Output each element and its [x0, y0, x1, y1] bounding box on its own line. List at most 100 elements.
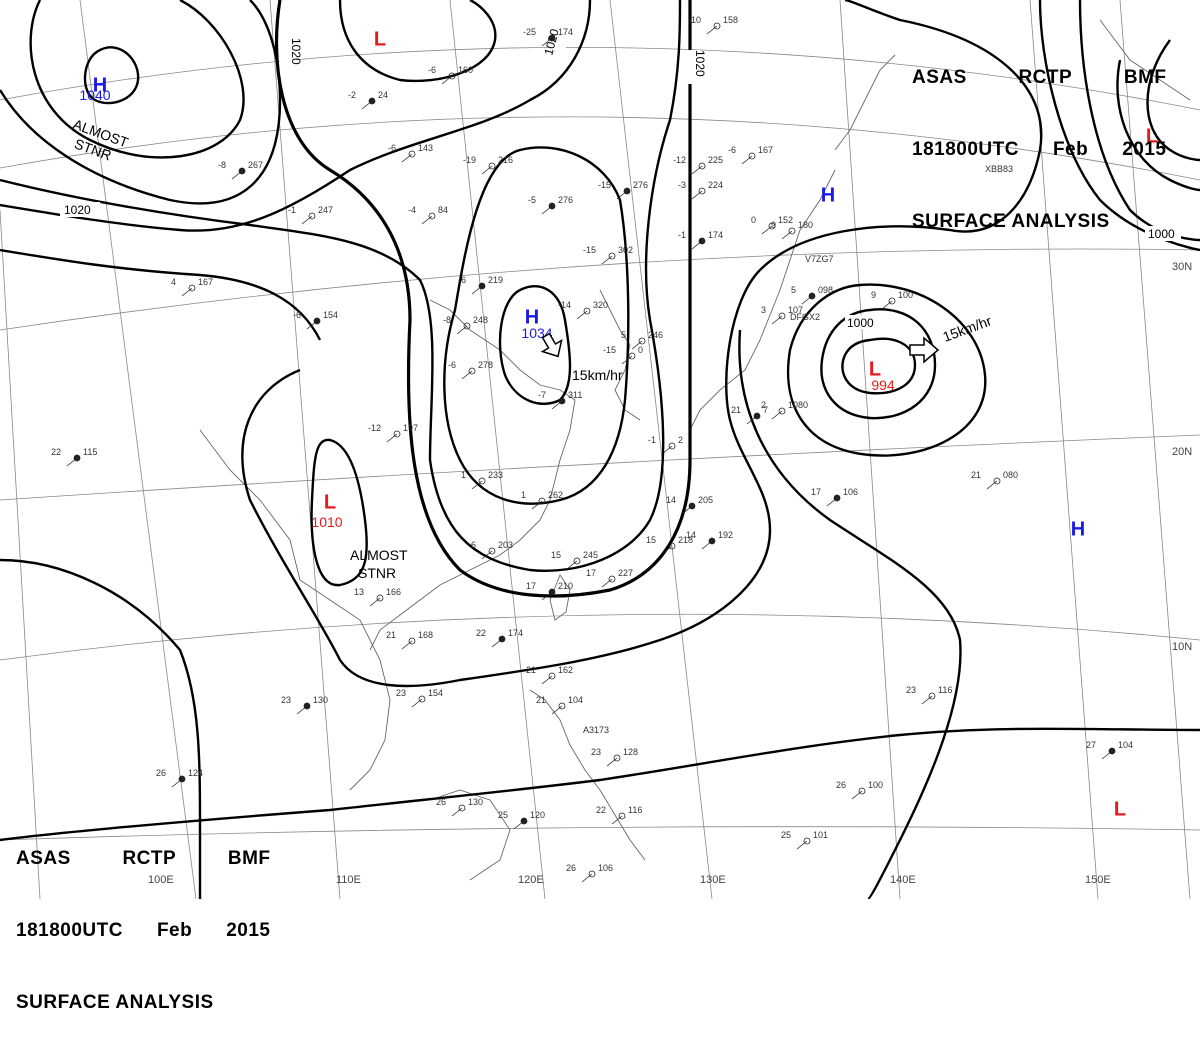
station-pressure: 210 — [558, 581, 573, 591]
agency-code: BMF — [1124, 66, 1167, 90]
low-pressure-center: L — [1114, 798, 1126, 820]
station-pressure: 130 — [468, 797, 483, 807]
station-temperature: 5 — [791, 285, 796, 295]
station-temperature: 5 — [621, 330, 626, 340]
station-pressure: 115 — [83, 447, 97, 457]
station-temperature: -19 — [463, 155, 476, 165]
station-pressure: 174 — [708, 230, 723, 240]
product-code: ASAS — [16, 847, 71, 871]
isobar-label: 1020 — [289, 38, 303, 65]
station-temperature: -10 — [688, 15, 701, 25]
station-pressure: 116 — [938, 685, 952, 695]
station-pressure: 84 — [438, 205, 448, 215]
station-temperature: 21 — [731, 405, 741, 415]
station-pressure: 227 — [618, 568, 633, 578]
station-pressure: 203 — [498, 540, 513, 550]
station-pressure: 100 — [868, 780, 883, 790]
station-temperature: 22 — [476, 628, 486, 638]
station-pressure: 0 — [638, 345, 643, 355]
station-pressure: 216 — [498, 155, 513, 165]
station-pressure: 276 — [558, 195, 573, 205]
station-temperature: 26 — [836, 780, 846, 790]
station-pressure: 166 — [386, 587, 401, 597]
station-temperature: 1 — [461, 470, 466, 480]
chart-title-bottom: ASAS RCTP BMF 181800UTC Feb 2015 SURFACE… — [16, 799, 271, 1039]
station-pressure: 278 — [478, 360, 493, 370]
station-pressure: 2 — [678, 435, 683, 445]
station-temperature: -6 — [428, 65, 436, 75]
station-pressure: 080 — [1003, 470, 1018, 480]
station-pressure: 174 — [558, 27, 573, 37]
station-temperature: -4 — [408, 205, 416, 215]
station-temperature: 27 — [1086, 740, 1096, 750]
station-temperature: 21 — [386, 630, 396, 640]
lat-label: 10N — [1172, 641, 1192, 653]
station-temperature: 2 — [761, 400, 766, 410]
ship-callsign: V7ZG7 — [805, 254, 834, 264]
station-temperature: 9 — [871, 290, 876, 300]
station-temperature: -8 — [218, 160, 226, 170]
station-temperature: -15 — [598, 180, 611, 190]
station-temperature: 17 — [811, 487, 821, 497]
station-pressure: 276 — [633, 180, 648, 190]
station-temperature: -6 — [728, 145, 736, 155]
valid-year: 2015 — [1122, 138, 1166, 162]
station-temperature: -6 — [458, 275, 466, 285]
valid-time: 181800UTC — [912, 138, 1019, 162]
station-pressure: 143 — [418, 143, 433, 153]
station-pressure: 262 — [548, 490, 563, 500]
station-temperature: -1 — [648, 435, 656, 445]
station-pressure: 106 — [598, 863, 613, 873]
isobar-label: 1020 — [64, 203, 91, 217]
station-temperature: -3 — [678, 180, 686, 190]
station-pressure: 197 — [403, 423, 418, 433]
station-temperature: -6 — [388, 143, 396, 153]
center-pressure-value: 994 — [871, 377, 895, 393]
station-pressure: 130 — [313, 695, 328, 705]
station-pressure: 180 — [798, 220, 813, 230]
station-pressure: 168 — [418, 630, 433, 640]
lon-label: 120E — [518, 874, 544, 886]
station-temperature: 23 — [906, 685, 916, 695]
station-pressure: 248 — [473, 315, 488, 325]
station-temperature: -25 — [523, 27, 536, 37]
lon-label: 140E — [890, 874, 916, 886]
station-temperature: 3 — [761, 305, 766, 315]
lon-label: 130E — [700, 874, 726, 886]
station-pressure: 302 — [618, 245, 633, 255]
station-temperature: 22 — [596, 805, 606, 815]
lat-label: 30N — [1172, 261, 1192, 273]
station-temperature: -15 — [603, 345, 616, 355]
station-pressure: 167 — [198, 277, 213, 287]
station-temperature: 14 — [666, 495, 676, 505]
station-temperature: 26 — [156, 768, 166, 778]
lon-label: 150E — [1085, 874, 1111, 886]
station-temperature: 13 — [354, 587, 364, 597]
valid-year: 2015 — [226, 919, 270, 943]
station-temperature: -14 — [558, 300, 571, 310]
station-temperature: -12 — [673, 155, 686, 165]
station-pressure: 247 — [318, 205, 333, 215]
station-temperature: 21 — [526, 665, 536, 675]
high-pressure-center: H — [821, 184, 835, 206]
station-pressure: 160 — [458, 65, 473, 75]
agency-code: BMF — [228, 847, 271, 871]
station-temperature: -2 — [348, 90, 356, 100]
station-pressure: 311 — [568, 390, 582, 400]
station-temperature: 9 — [771, 220, 776, 230]
station-pressure: 100 — [898, 290, 913, 300]
station-pressure: 116 — [628, 805, 642, 815]
station-temperature: 25 — [498, 810, 508, 820]
station-pressure: 205 — [698, 495, 713, 505]
analysis-type: SURFACE ANALYSIS — [16, 991, 271, 1015]
station-temperature: -1 — [678, 230, 686, 240]
station-pressure: 098 — [818, 285, 833, 295]
station-pressure: 219 — [488, 275, 503, 285]
center-pressure-value: 1010 — [311, 514, 342, 530]
station-temperature: -7 — [538, 390, 546, 400]
valid-month: Feb — [157, 919, 192, 943]
chart-title-top: ASAS RCTP BMF 181800UTC Feb 2015 SURFACE… — [912, 18, 1167, 258]
station-pressure: 106 — [843, 487, 858, 497]
station-code: RCTP — [1018, 66, 1072, 90]
station-temperature: -12 — [368, 423, 381, 433]
